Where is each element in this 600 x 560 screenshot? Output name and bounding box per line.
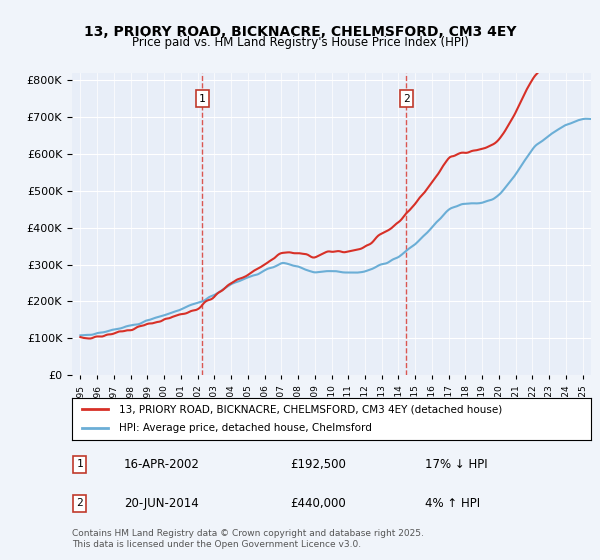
- Text: HPI: Average price, detached house, Chelmsford: HPI: Average price, detached house, Chel…: [119, 423, 371, 433]
- Text: 2: 2: [76, 498, 83, 508]
- Text: £192,500: £192,500: [290, 458, 346, 471]
- Text: Price paid vs. HM Land Registry's House Price Index (HPI): Price paid vs. HM Land Registry's House …: [131, 36, 469, 49]
- Text: Contains HM Land Registry data © Crown copyright and database right 2025.
This d: Contains HM Land Registry data © Crown c…: [72, 529, 424, 549]
- Text: 4% ↑ HPI: 4% ↑ HPI: [425, 497, 480, 510]
- Text: 20-JUN-2014: 20-JUN-2014: [124, 497, 199, 510]
- Text: 17% ↓ HPI: 17% ↓ HPI: [425, 458, 488, 471]
- Text: 13, PRIORY ROAD, BICKNACRE, CHELMSFORD, CM3 4EY (detached house): 13, PRIORY ROAD, BICKNACRE, CHELMSFORD, …: [119, 404, 502, 414]
- Text: 1: 1: [76, 459, 83, 469]
- Text: 2: 2: [403, 94, 410, 104]
- Text: 13, PRIORY ROAD, BICKNACRE, CHELMSFORD, CM3 4EY: 13, PRIORY ROAD, BICKNACRE, CHELMSFORD, …: [84, 25, 516, 39]
- Text: 1: 1: [199, 94, 206, 104]
- Text: 16-APR-2002: 16-APR-2002: [124, 458, 200, 471]
- Text: £440,000: £440,000: [290, 497, 346, 510]
